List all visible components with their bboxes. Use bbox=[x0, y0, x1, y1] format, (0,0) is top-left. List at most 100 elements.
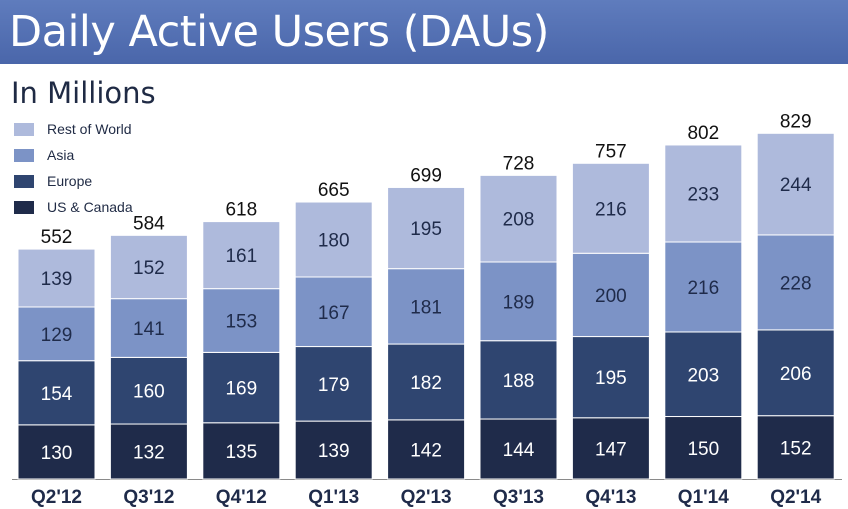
segment-value-label: 141 bbox=[133, 319, 165, 340]
bar-segment bbox=[664, 144, 743, 243]
segment-value-label: 152 bbox=[133, 258, 165, 279]
segment-value-label: 189 bbox=[503, 292, 535, 313]
legend-swatch bbox=[14, 200, 34, 214]
segment-value-label: 154 bbox=[41, 384, 73, 405]
bar-segment bbox=[294, 420, 373, 480]
bar-segment bbox=[664, 241, 743, 333]
bar-segment bbox=[387, 343, 466, 421]
segment-value-label: 150 bbox=[687, 439, 719, 460]
segment-value-label: 153 bbox=[225, 312, 257, 333]
segment-value-label: 147 bbox=[595, 439, 627, 460]
segment-value-label: 188 bbox=[503, 371, 535, 392]
bar-segment bbox=[17, 424, 96, 480]
segment-value-label: 208 bbox=[503, 210, 535, 231]
legend-label: Europe bbox=[47, 173, 93, 189]
segment-value-label: 144 bbox=[503, 440, 535, 461]
bar-segment bbox=[571, 336, 650, 419]
x-tick-label: Q4'12 bbox=[216, 487, 267, 508]
bar-segment bbox=[387, 268, 466, 345]
segment-value-label: 132 bbox=[133, 443, 165, 464]
segment-value-label: 228 bbox=[780, 273, 812, 294]
segment-value-label: 160 bbox=[133, 382, 165, 403]
bar-total-label: 728 bbox=[503, 153, 535, 174]
legend-swatch bbox=[14, 148, 34, 162]
bar-segment bbox=[756, 329, 835, 417]
bar-total-label: 552 bbox=[41, 227, 73, 248]
x-tick-label: Q3'12 bbox=[123, 487, 174, 508]
bar-total-label: 699 bbox=[410, 165, 442, 186]
x-tick-label: Q1'14 bbox=[678, 487, 729, 508]
bar-segment bbox=[756, 415, 835, 480]
bar-segment bbox=[294, 201, 373, 278]
segment-value-label: 161 bbox=[225, 246, 257, 267]
segment-value-label: 216 bbox=[595, 199, 627, 220]
segment-value-label: 195 bbox=[410, 219, 442, 240]
segment-value-label: 139 bbox=[318, 441, 350, 462]
segment-value-label: 179 bbox=[318, 375, 350, 396]
bar-segment bbox=[479, 418, 558, 480]
bar-segment bbox=[387, 419, 466, 480]
legend-swatch bbox=[14, 174, 34, 188]
bar-segment bbox=[109, 356, 188, 425]
bar-segment bbox=[17, 360, 96, 426]
segment-value-label: 167 bbox=[318, 303, 350, 324]
bar-segment bbox=[202, 351, 281, 424]
segment-value-label: 152 bbox=[780, 438, 812, 459]
chart-subtitle: In Millions bbox=[11, 76, 156, 110]
bar-segment bbox=[756, 132, 835, 236]
segment-value-label: 182 bbox=[410, 373, 442, 394]
legend-label: Rest of World bbox=[47, 121, 132, 137]
bar-segment bbox=[756, 234, 835, 331]
bar-segment bbox=[664, 331, 743, 418]
segment-value-label: 244 bbox=[780, 175, 812, 196]
bar-segment bbox=[17, 248, 96, 308]
bar-segment bbox=[479, 340, 558, 420]
segment-value-label: 180 bbox=[318, 231, 350, 252]
segment-value-label: 130 bbox=[41, 443, 73, 464]
legend-item-us-canada: US & Canada bbox=[14, 194, 133, 220]
bar-total-label: 618 bbox=[225, 200, 257, 221]
bar-segment bbox=[294, 276, 373, 348]
chart-legend: Rest of World Asia Europe US & Canada bbox=[14, 116, 133, 220]
x-tick-label: Q1'13 bbox=[308, 487, 359, 508]
bar-total-label: 829 bbox=[780, 111, 812, 132]
segment-value-label: 135 bbox=[225, 442, 257, 463]
segment-value-label: 203 bbox=[687, 365, 719, 386]
legend-label: US & Canada bbox=[47, 199, 133, 215]
segment-value-label: 139 bbox=[41, 269, 73, 290]
bar-total-label: 584 bbox=[133, 213, 165, 234]
bar-segment bbox=[202, 422, 281, 480]
page-title: Daily Active Users (DAUs) bbox=[9, 7, 549, 57]
segment-value-label: 195 bbox=[595, 368, 627, 389]
bar-segment bbox=[387, 186, 466, 270]
x-tick-label: Q2'12 bbox=[31, 487, 82, 508]
bar-segment bbox=[109, 234, 188, 300]
legend-swatch bbox=[14, 122, 34, 136]
segment-value-label: 129 bbox=[41, 325, 73, 346]
segment-value-label: 200 bbox=[595, 286, 627, 307]
legend-item-europe: Europe bbox=[14, 168, 133, 194]
bar-segment bbox=[571, 417, 650, 480]
bar-total-label: 665 bbox=[318, 180, 350, 201]
bar-segment bbox=[109, 423, 188, 480]
bar-segment bbox=[571, 252, 650, 338]
x-tick-label: Q3'13 bbox=[493, 487, 544, 508]
bar-total-label: 802 bbox=[687, 123, 719, 144]
legend-item-asia: Asia bbox=[14, 142, 133, 168]
x-tick-label: Q2'14 bbox=[770, 487, 821, 508]
bar-segment bbox=[202, 288, 281, 353]
bar-segment bbox=[571, 162, 650, 254]
title-bar: Daily Active Users (DAUs) bbox=[0, 0, 848, 64]
bar-segment bbox=[202, 221, 281, 290]
segment-value-label: 181 bbox=[410, 297, 442, 318]
legend-item-rest-of-world: Rest of World bbox=[14, 116, 133, 142]
x-tick-label: Q4'13 bbox=[585, 487, 636, 508]
segment-value-label: 142 bbox=[410, 440, 442, 461]
x-tick-label: Q2'13 bbox=[401, 487, 452, 508]
bar-segment bbox=[109, 298, 188, 358]
bar-total-label: 757 bbox=[595, 141, 627, 162]
bar-segment bbox=[17, 306, 96, 362]
bar-segment bbox=[479, 174, 558, 263]
segment-value-label: 169 bbox=[225, 379, 257, 400]
